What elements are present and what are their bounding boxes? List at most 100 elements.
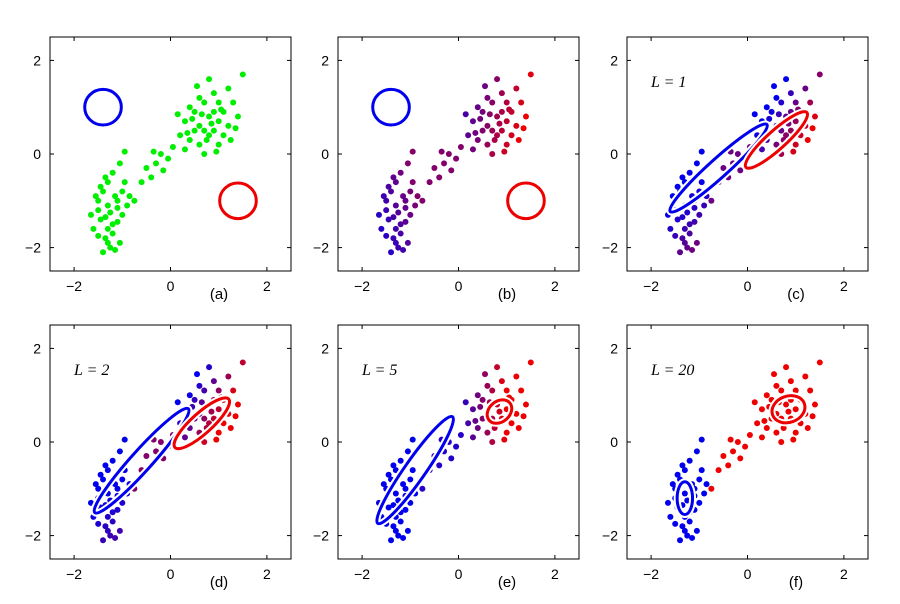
data-point: [109, 169, 116, 176]
data-point: [773, 94, 780, 101]
data-point: [104, 527, 111, 534]
component-ellipse: [668, 122, 769, 214]
component-ellipse: [172, 396, 232, 451]
data-point: [395, 244, 402, 251]
data-point: [138, 179, 145, 186]
data-point: [95, 197, 102, 204]
data-point: [720, 165, 727, 172]
data-point: [674, 471, 681, 478]
data-point: [761, 417, 768, 424]
data-point: [498, 127, 505, 134]
data-point: [402, 218, 409, 225]
data-point: [116, 239, 123, 246]
data-point: [409, 148, 416, 155]
data-point: [388, 537, 395, 544]
data-point: [426, 179, 433, 186]
data-point: [225, 122, 232, 129]
data-point: [97, 183, 104, 190]
data-point: [97, 216, 104, 223]
data-point: [780, 424, 787, 431]
data-point: [482, 371, 489, 378]
data-point: [385, 471, 392, 478]
data-point: [698, 467, 705, 474]
data-point: [698, 436, 705, 443]
data-point: [232, 125, 239, 132]
data-point: [169, 143, 176, 150]
data-point: [681, 527, 688, 534]
x-tick-label: 2: [263, 566, 271, 582]
data-point: [489, 99, 496, 106]
data-point: [513, 373, 520, 380]
data-point: [201, 99, 208, 106]
panel-label: (d): [210, 574, 228, 591]
panel-label: (a): [210, 286, 228, 303]
data-point: [414, 193, 421, 200]
data-point: [763, 424, 770, 431]
data-point: [378, 225, 385, 232]
data-point: [206, 132, 213, 139]
panel-a: −2 0 2 −2 0 2 (a): [25, 36, 292, 303]
data-point: [681, 225, 688, 232]
data-point: [787, 127, 794, 134]
data-point: [672, 232, 679, 239]
data-point: [201, 439, 208, 445]
data-point: [686, 221, 693, 228]
data-point: [737, 167, 744, 174]
x-tick-label: 0: [455, 566, 463, 582]
data-point: [392, 467, 399, 474]
data-point: [790, 148, 797, 155]
data-point: [679, 174, 686, 181]
data-point: [402, 204, 409, 211]
data-point: [383, 207, 390, 214]
axes-frame: [626, 324, 869, 560]
data-point: [489, 439, 496, 445]
panel-label: (b): [498, 286, 516, 303]
data-point: [102, 462, 109, 469]
data-point: [407, 188, 414, 195]
data-point: [95, 207, 102, 214]
data-point: [684, 209, 691, 216]
data-point: [469, 118, 476, 125]
data-point: [186, 136, 193, 143]
data-point: [720, 453, 727, 460]
data-point: [196, 141, 203, 148]
data-point: [708, 197, 715, 204]
data-point: [746, 431, 753, 438]
data-point: [104, 239, 111, 246]
data-point: [143, 453, 150, 460]
data-point: [686, 169, 693, 176]
data-point: [131, 197, 138, 204]
panel-d: −2 0 2 −2 0 2 L = 2 (d): [25, 324, 292, 591]
x-tick-label: 2: [263, 278, 271, 294]
data-point: [119, 499, 126, 506]
data-point: [491, 136, 498, 143]
data-point: [737, 455, 744, 462]
data-point: [114, 204, 121, 211]
data-point: [116, 527, 123, 534]
data-point: [469, 146, 476, 153]
data-point: [684, 532, 691, 539]
data-point: [742, 443, 749, 450]
data-point: [501, 436, 508, 443]
data-point: [390, 174, 397, 181]
x-tick-label: −2: [66, 278, 82, 294]
data-point: [667, 513, 674, 520]
data-point: [486, 111, 493, 118]
data-point: [751, 399, 758, 406]
data-point: [227, 136, 234, 143]
data-point: [802, 373, 809, 380]
data-point: [431, 165, 438, 172]
data-point: [97, 471, 104, 478]
data-point: [87, 499, 94, 506]
data-point: [400, 481, 407, 488]
data-point: [462, 111, 469, 118]
data-point: [419, 197, 426, 204]
data-point: [686, 518, 693, 525]
data-point: [213, 148, 220, 155]
data-point: [758, 406, 765, 413]
data-point: [498, 378, 505, 385]
data-point: [95, 232, 102, 239]
data-point: [126, 193, 133, 200]
panel-b: −2 0 2 −2 0 2 (b): [313, 36, 580, 303]
data-point: [112, 246, 119, 253]
